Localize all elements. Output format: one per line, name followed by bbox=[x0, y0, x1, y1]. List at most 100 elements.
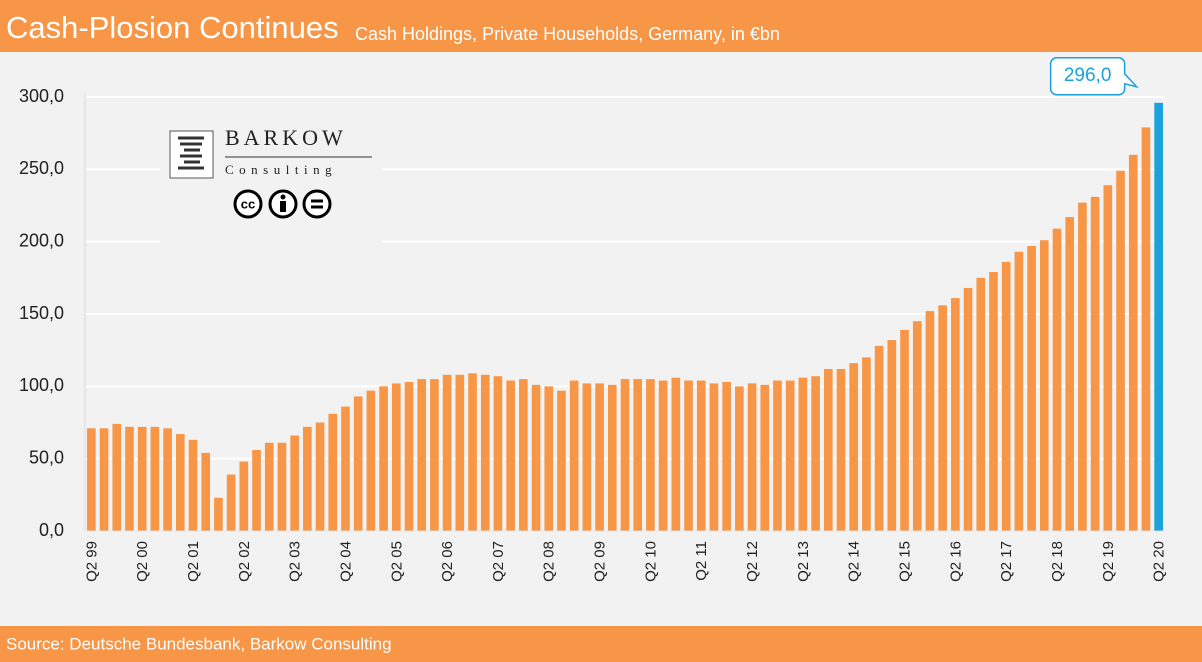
bar bbox=[1014, 251, 1024, 531]
bar bbox=[1128, 154, 1138, 531]
bar bbox=[671, 377, 681, 531]
bar bbox=[963, 287, 973, 531]
x-tick-label: Q2 99 bbox=[83, 541, 100, 582]
bar bbox=[315, 422, 325, 531]
bar bbox=[925, 311, 935, 531]
x-tick-label: Q2 08 bbox=[541, 541, 558, 582]
bar bbox=[252, 449, 261, 531]
bar bbox=[430, 379, 439, 531]
y-tick-label: 150,0 bbox=[19, 303, 64, 323]
bar bbox=[341, 406, 350, 531]
bar bbox=[531, 384, 541, 531]
bar bbox=[150, 426, 160, 531]
bar bbox=[607, 384, 617, 531]
bar bbox=[823, 368, 833, 531]
bar bbox=[951, 298, 960, 531]
bar bbox=[137, 426, 147, 531]
bar bbox=[938, 305, 947, 531]
logo-lines bbox=[178, 136, 204, 170]
bar bbox=[849, 363, 859, 531]
bar bbox=[646, 379, 655, 531]
bar bbox=[887, 340, 897, 531]
bar bbox=[99, 428, 109, 531]
bar bbox=[214, 497, 223, 531]
source: Source: Deutsche Bundesbank, Barkow Cons… bbox=[6, 634, 392, 653]
bar bbox=[468, 373, 477, 531]
x-tick-label: Q2 18 bbox=[1049, 541, 1066, 582]
x-tick-label: Q2 11 bbox=[693, 541, 710, 581]
bar bbox=[684, 380, 693, 531]
bar bbox=[277, 442, 287, 531]
bar bbox=[912, 321, 922, 531]
bar bbox=[188, 439, 198, 531]
bar bbox=[722, 381, 731, 531]
bar bbox=[1116, 170, 1125, 531]
logo-name: BARKOW bbox=[225, 125, 347, 150]
bar bbox=[303, 426, 312, 531]
bar bbox=[506, 380, 515, 531]
cc-text: cc bbox=[241, 196, 255, 211]
bar bbox=[290, 435, 299, 531]
value-label: 296,0 bbox=[1064, 65, 1112, 86]
y-tick-label: 250,0 bbox=[19, 158, 64, 178]
bar bbox=[353, 396, 363, 531]
bar bbox=[1154, 102, 1163, 531]
bar bbox=[480, 374, 490, 531]
bar bbox=[900, 329, 909, 531]
bar bbox=[595, 383, 604, 531]
x-tick-label: Q2 13 bbox=[795, 541, 812, 582]
bar bbox=[519, 379, 528, 531]
chart-subtitle: Cash Holdings, Private Households, Germa… bbox=[355, 24, 780, 44]
bar bbox=[569, 380, 579, 531]
x-tick-label: Q2 01 bbox=[185, 541, 202, 582]
bar bbox=[773, 380, 782, 531]
y-tick-label: 200,0 bbox=[19, 230, 64, 250]
cc-icon bbox=[233, 189, 263, 219]
bar bbox=[785, 380, 795, 531]
x-tick-label: Q2 00 bbox=[134, 541, 151, 582]
bar bbox=[557, 390, 566, 531]
plot: 0,0 50,0 100,0 150,0 200,0 250,0 300,0 Q2 99 Q2 … bbox=[19, 57, 1168, 582]
x-tick-label: Q2 06 bbox=[439, 541, 456, 582]
x-tick-label: Q2 12 bbox=[744, 541, 761, 582]
bar bbox=[328, 413, 338, 531]
bar bbox=[112, 423, 122, 531]
bar bbox=[239, 461, 249, 531]
bar bbox=[455, 374, 465, 531]
x-tick-label: Q2 15 bbox=[896, 541, 913, 582]
bar bbox=[811, 376, 820, 531]
bar bbox=[87, 428, 96, 531]
x-tick-label: Q2 19 bbox=[1100, 541, 1117, 582]
bar bbox=[1065, 217, 1075, 531]
bar bbox=[1090, 196, 1100, 531]
x-tick-label: Q2 03 bbox=[287, 541, 304, 582]
header bbox=[0, 0, 1202, 52]
x-tick-label: Q2 17 bbox=[998, 541, 1015, 582]
callout bbox=[1049, 57, 1139, 96]
bar bbox=[747, 383, 757, 531]
bar bbox=[633, 379, 643, 531]
footer bbox=[0, 626, 1202, 662]
bar bbox=[544, 386, 554, 531]
bar bbox=[862, 357, 871, 531]
bar bbox=[404, 381, 414, 531]
x-tick-label: Q2 09 bbox=[592, 541, 609, 582]
bar bbox=[620, 379, 630, 531]
bar bbox=[1027, 246, 1036, 532]
logo: BARKOW Consulting cc bbox=[160, 115, 382, 250]
bar bbox=[226, 474, 236, 531]
bar bbox=[735, 386, 744, 531]
bar bbox=[582, 383, 592, 531]
bar bbox=[1078, 202, 1087, 531]
bar bbox=[442, 374, 452, 531]
by-head bbox=[280, 194, 286, 200]
bar bbox=[658, 380, 668, 531]
chart-title: Cash-Plosion Continues bbox=[6, 10, 339, 45]
bar bbox=[1141, 127, 1151, 531]
x-tick-label: Q2 14 bbox=[846, 541, 863, 582]
bar bbox=[976, 277, 986, 531]
y-tick-label: 300,0 bbox=[19, 86, 64, 106]
x-tick-label: Q2 02 bbox=[236, 541, 253, 582]
bar bbox=[709, 383, 719, 531]
